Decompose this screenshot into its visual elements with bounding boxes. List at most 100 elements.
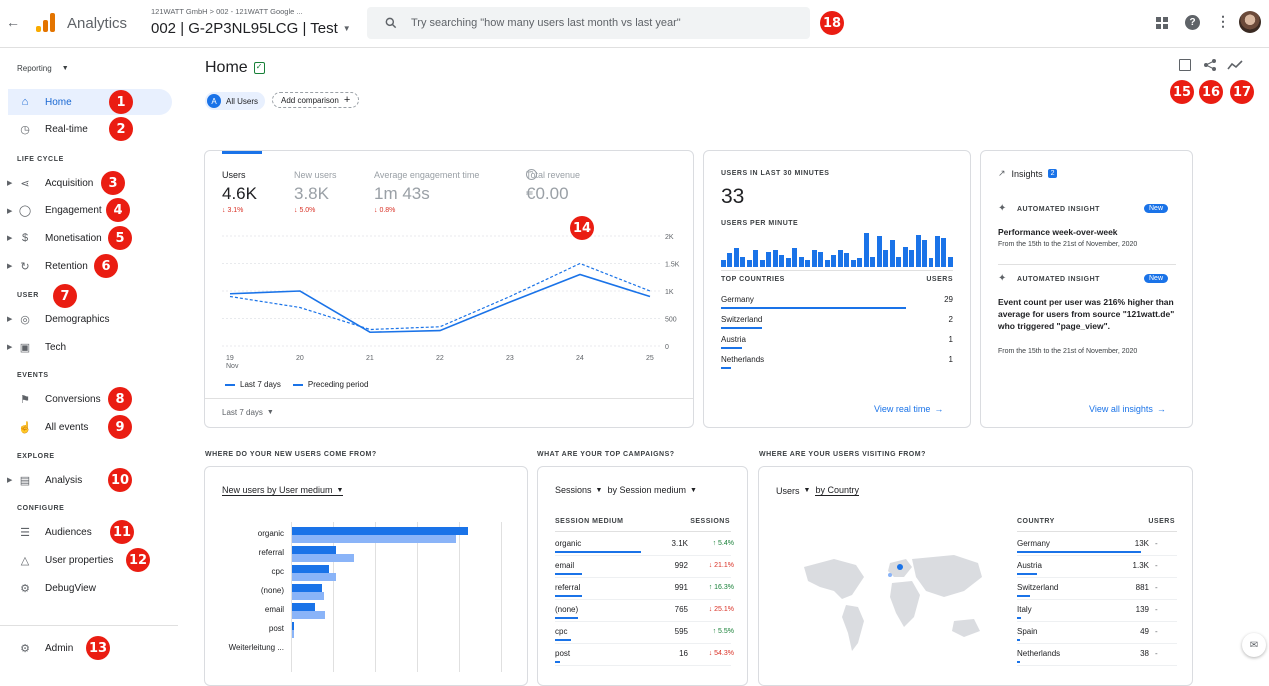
bar-previous[interactable] xyxy=(292,630,294,638)
country-row[interactable]: Germany 29 xyxy=(721,295,953,304)
campaigns-selector[interactable]: Sessions ▼ by Session medium ▼ xyxy=(555,485,697,495)
country-row[interactable]: Switzerland 2 xyxy=(721,315,953,324)
bar-previous[interactable] xyxy=(292,554,354,562)
bar-current[interactable] xyxy=(292,565,329,573)
country-bar xyxy=(721,367,731,369)
metric-label[interactable]: New users xyxy=(294,170,337,180)
new-users-selector[interactable]: New users by User medium ▼ xyxy=(222,485,344,496)
country-name[interactable]: Spain xyxy=(1017,627,1038,636)
medium-name[interactable]: organic xyxy=(555,539,582,548)
avatar[interactable] xyxy=(1239,11,1261,33)
country-name[interactable]: Netherlands xyxy=(1017,649,1061,658)
bar-current[interactable] xyxy=(292,546,336,554)
sidebar-item-all-events[interactable]: ☝ All events xyxy=(8,414,172,440)
country-row[interactable]: Netherlands 1 xyxy=(721,355,953,364)
sparkle-icon: ✦ xyxy=(998,203,1007,214)
customize-report-icon[interactable] xyxy=(1179,59,1191,71)
country-selector[interactable]: Users ▼ by Country xyxy=(776,485,859,496)
sidebar-item-label: Engagement xyxy=(45,204,102,216)
sidebar-item-audiences[interactable]: ☰ Audiences xyxy=(8,519,172,545)
sidebar-item-retention[interactable]: ↻ Retention xyxy=(8,253,172,279)
per-minute-bar xyxy=(863,233,869,267)
per-minute-bar xyxy=(759,260,765,267)
annotation-badge: 2 xyxy=(109,117,133,141)
country-name[interactable]: Germany xyxy=(1017,539,1050,548)
dimension-selector-label: by Session medium xyxy=(607,485,687,495)
metric-label[interactable]: Average engagement time xyxy=(374,170,480,180)
feedback-icon[interactable]: ✉ xyxy=(1242,633,1266,657)
help-icon[interactable]: ? xyxy=(526,169,537,180)
sidebar-item-label: Admin xyxy=(45,642,74,654)
expand-arrow-icon[interactable]: ▶ xyxy=(7,208,13,215)
apps-grid-icon[interactable] xyxy=(1156,17,1168,29)
bar-previous[interactable] xyxy=(292,592,324,600)
more-vert-icon[interactable]: ⋮ xyxy=(1216,13,1230,29)
annotation-badge: 14 xyxy=(570,216,594,240)
country-name[interactable]: Austria xyxy=(1017,561,1042,570)
medium-name[interactable]: referral xyxy=(555,583,581,592)
per-minute-bar xyxy=(844,253,850,267)
medium-name[interactable]: cpc xyxy=(555,627,568,636)
reporting-dropdown[interactable]: Reporting ▼ xyxy=(17,64,69,73)
bar-previous[interactable] xyxy=(292,611,325,619)
insight-title[interactable]: Performance week-over-week xyxy=(998,227,1118,237)
expand-arrow-icon[interactable]: ▶ xyxy=(7,235,13,242)
medium-name[interactable]: email xyxy=(555,561,575,570)
property-selector[interactable]: 002 | G-2P3NL95LCG | Test ▼ xyxy=(151,20,351,37)
sidebar-item-label: Acquisition xyxy=(45,177,94,189)
metric-label[interactable]: Total revenue xyxy=(526,170,581,180)
sidebar-item-tech[interactable]: ▣ Tech xyxy=(8,334,172,360)
sidebar-item-debugview[interactable]: ⚙ DebugView xyxy=(8,575,172,601)
add-comparison-button[interactable]: Add comparison + xyxy=(272,92,360,108)
expand-arrow-icon[interactable]: ▶ xyxy=(7,344,13,351)
row-divider xyxy=(1017,555,1177,556)
segment-chip[interactable]: A All Users xyxy=(205,92,266,110)
sidebar-item-home[interactable]: ⌂ Home xyxy=(8,89,172,115)
insight-title[interactable]: Event count per user was 216% higher tha… xyxy=(998,297,1175,331)
sidebar-item-monetisation[interactable]: $ Monetisation xyxy=(8,225,172,251)
view-all-insights-link[interactable]: View all insights → xyxy=(1089,404,1166,414)
metric-label[interactable]: Users xyxy=(222,170,246,180)
sidebar-item-analysis[interactable]: ▤ Analysis xyxy=(8,467,172,493)
sidebar-item-conversions[interactable]: ⚑ Conversions xyxy=(8,386,172,412)
per-minute-bar xyxy=(818,252,824,267)
sidebar-item-engagement[interactable]: ◯ Engagement xyxy=(8,197,172,223)
medium-name[interactable]: (none) xyxy=(555,605,579,614)
expand-arrow-icon[interactable]: ▶ xyxy=(7,316,13,323)
expand-arrow-icon[interactable]: ▶ xyxy=(7,180,13,187)
account-breadcrumb[interactable]: 121WATT GmbH > 002 - 121WATT Google ... xyxy=(151,7,303,16)
insight-date: From the 15th to the 21st of November, 2… xyxy=(998,241,1138,248)
bar-current[interactable] xyxy=(292,584,322,592)
country-name[interactable]: Italy xyxy=(1017,605,1032,614)
sidebar-item-acquisition[interactable]: ⋖ Acquisition xyxy=(8,170,172,196)
per-minute-bar xyxy=(831,255,837,267)
sidebar-item-demographics[interactable]: ◎ Demographics xyxy=(8,306,172,332)
view-realtime-link[interactable]: View real time → xyxy=(874,404,943,414)
back-arrow-icon[interactable]: ← xyxy=(6,14,20,30)
per-minute-bar xyxy=(883,250,889,267)
bar-previous[interactable] xyxy=(292,535,456,543)
country-users: 13K xyxy=(1134,539,1149,548)
country-name[interactable]: Switzerland xyxy=(1017,583,1059,592)
country-row[interactable]: Austria 1 xyxy=(721,335,953,344)
bar-current[interactable] xyxy=(292,527,468,535)
sidebar-item-realtime[interactable]: ◷ Real-time xyxy=(8,116,172,142)
bar-current[interactable] xyxy=(292,622,294,630)
medium-name[interactable]: post xyxy=(555,649,571,658)
per-minute-bar xyxy=(805,260,811,267)
sidebar-item-label: Tech xyxy=(45,341,67,353)
top-countries-label: TOP COUNTRIES xyxy=(721,276,785,283)
per-minute-bar xyxy=(941,238,947,267)
insights-trend-icon[interactable] xyxy=(1227,59,1243,71)
sidebar-item-admin[interactable]: ⚙ Admin xyxy=(8,635,172,661)
sessions-bar xyxy=(555,661,560,663)
help-icon[interactable]: ? xyxy=(1185,15,1200,30)
share-icon[interactable] xyxy=(1203,58,1217,72)
expand-arrow-icon[interactable]: ▶ xyxy=(7,263,13,270)
bar-current[interactable] xyxy=(292,603,315,611)
sidebar-item-user-properties[interactable]: △ User properties xyxy=(8,547,172,573)
expand-arrow-icon[interactable]: ▶ xyxy=(7,477,13,484)
search-bar[interactable]: Try searching "how many users last month… xyxy=(367,7,810,39)
bar-previous[interactable] xyxy=(292,573,336,581)
date-range-dropdown[interactable]: Last 7 days ▼ xyxy=(222,408,274,417)
